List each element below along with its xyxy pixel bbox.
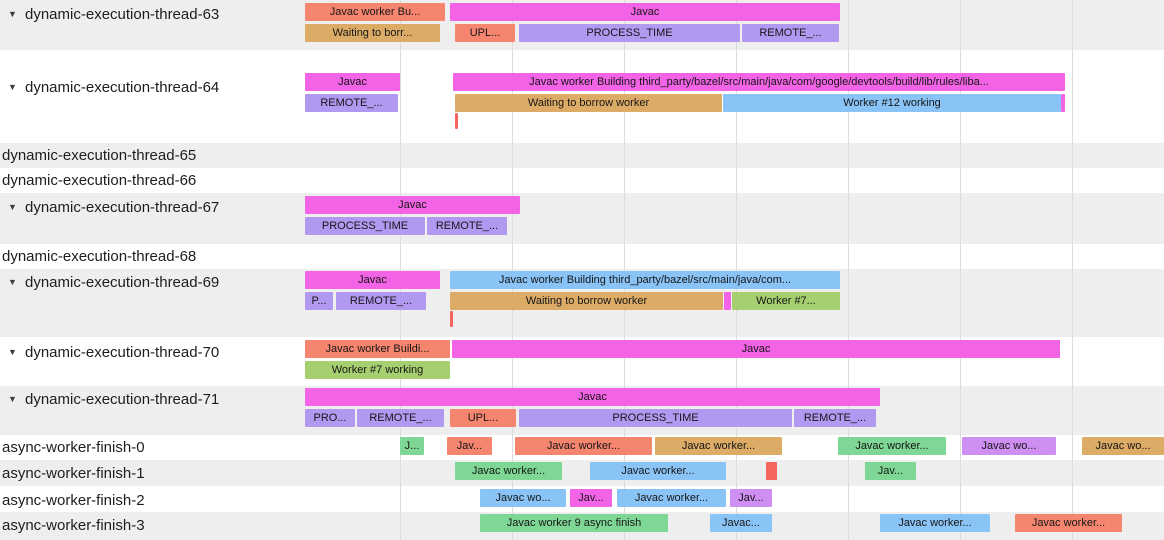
- trace-slice-marker[interactable]: [766, 462, 777, 480]
- track-async-worker-finish-1: async-worker-finish-1 Javac worker... Java…: [0, 460, 1164, 486]
- trace-slice[interactable]: REMOTE_...: [336, 292, 426, 310]
- trace-slice-marker[interactable]: [455, 113, 458, 129]
- trace-slice[interactable]: UPL...: [455, 24, 515, 42]
- track-label[interactable]: dynamic-execution-thread-66: [2, 171, 196, 189]
- trace-slice[interactable]: Javac: [450, 3, 840, 21]
- track-async-worker-finish-2: async-worker-finish-2 Javac wo... Jav... Ja…: [0, 486, 1164, 512]
- track-label[interactable]: async-worker-finish-0: [2, 438, 145, 456]
- trace-slice[interactable]: Javac wo...: [1082, 437, 1164, 455]
- trace-slice[interactable]: Javac: [305, 196, 520, 214]
- track-name: async-worker-finish-2: [2, 491, 145, 509]
- trace-slice[interactable]: REMOTE_...: [305, 94, 398, 112]
- trace-slice-marker[interactable]: [724, 292, 731, 310]
- trace-slice[interactable]: Javac worker...: [617, 489, 726, 507]
- trace-slice[interactable]: REMOTE_...: [742, 24, 839, 42]
- track-dynamic-execution-thread-70: ▼ dynamic-execution-thread-70 Javac worker…: [0, 337, 1164, 386]
- track-label[interactable]: async-worker-finish-2: [2, 491, 145, 509]
- track-name: dynamic-execution-thread-64: [25, 78, 220, 96]
- trace-slice[interactable]: Javac: [305, 73, 400, 91]
- expander-arrow-icon[interactable]: ▼: [8, 202, 17, 212]
- track-label[interactable]: ▼ dynamic-execution-thread-69: [8, 273, 219, 291]
- trace-slice[interactable]: Waiting to borrow worker: [455, 94, 722, 112]
- track-name: dynamic-execution-thread-65: [2, 146, 197, 164]
- expander-arrow-icon[interactable]: ▼: [8, 277, 17, 287]
- trace-slice[interactable]: Jav...: [447, 437, 492, 455]
- track-label[interactable]: ▼ dynamic-execution-thread-67: [8, 198, 219, 216]
- track-async-worker-finish-0: async-worker-finish-0 J... Jav... Javac wor…: [0, 435, 1164, 460]
- trace-slice[interactable]: REMOTE_...: [794, 409, 876, 427]
- trace-slice[interactable]: Jav...: [730, 489, 772, 507]
- track-dynamic-execution-thread-63: ▼ dynamic-execution-thread-63 Javac worker…: [0, 0, 1164, 50]
- track-label[interactable]: dynamic-execution-thread-68: [2, 247, 196, 265]
- expander-arrow-icon[interactable]: ▼: [8, 347, 17, 357]
- trace-slice[interactable]: REMOTE_...: [427, 217, 507, 235]
- trace-slice[interactable]: Javac: [305, 271, 440, 289]
- trace-slice[interactable]: Waiting to borr...: [305, 24, 440, 42]
- expander-arrow-icon[interactable]: ▼: [8, 9, 17, 19]
- track-name: dynamic-execution-thread-70: [25, 343, 220, 361]
- track-label[interactable]: async-worker-finish-3: [2, 516, 145, 534]
- track-label[interactable]: ▼ dynamic-execution-thread-63: [8, 5, 219, 23]
- track-name: async-worker-finish-1: [2, 464, 145, 482]
- track-name: dynamic-execution-thread-63: [25, 5, 220, 23]
- track-label[interactable]: ▼ dynamic-execution-thread-64: [8, 78, 219, 96]
- trace-slice-marker[interactable]: [1061, 94, 1065, 112]
- expander-arrow-icon[interactable]: ▼: [8, 82, 17, 92]
- trace-slice[interactable]: Javac worker...: [590, 462, 726, 480]
- trace-slice[interactable]: Javac worker...: [838, 437, 946, 455]
- trace-slice[interactable]: Jav...: [865, 462, 916, 480]
- trace-slice[interactable]: Javac wo...: [480, 489, 566, 507]
- trace-slice[interactable]: Javac worker...: [880, 514, 990, 532]
- track-name: dynamic-execution-thread-68: [2, 247, 197, 265]
- trace-slice[interactable]: Javac worker 9 async finish: [480, 514, 668, 532]
- trace-slice[interactable]: Jav...: [570, 489, 612, 507]
- track-name: dynamic-execution-thread-69: [25, 273, 220, 291]
- track-dynamic-execution-thread-68: dynamic-execution-thread-68: [0, 244, 1164, 269]
- trace-slice[interactable]: PROCESS_TIME: [305, 217, 425, 235]
- track-dynamic-execution-thread-67: ▼ dynamic-execution-thread-67 Javac PROCESS…: [0, 193, 1164, 244]
- track-async-worker-finish-3: async-worker-finish-3 Javac worker 9 asyn…: [0, 512, 1164, 540]
- track-name: async-worker-finish-0: [2, 438, 145, 456]
- trace-slice[interactable]: Javac...: [710, 514, 772, 532]
- track-dynamic-execution-thread-66: dynamic-execution-thread-66: [0, 168, 1164, 193]
- trace-slice[interactable]: Javac wo...: [962, 437, 1056, 455]
- trace-slice[interactable]: Javac worker Bu...: [305, 3, 445, 21]
- trace-slice[interactable]: PRO...: [305, 409, 355, 427]
- track-dynamic-execution-thread-71: ▼ dynamic-execution-thread-71 Javac PRO... R…: [0, 386, 1164, 435]
- trace-slice[interactable]: REMOTE_...: [357, 409, 444, 427]
- trace-slice[interactable]: UPL...: [450, 409, 516, 427]
- track-name: dynamic-execution-thread-71: [25, 390, 220, 408]
- trace-slice[interactable]: Javac worker...: [655, 437, 782, 455]
- track-dynamic-execution-thread-64: ▼ dynamic-execution-thread-64 Javac Javac w…: [0, 50, 1164, 143]
- trace-slice[interactable]: P...: [305, 292, 333, 310]
- trace-slice[interactable]: Javac worker Buildi...: [305, 340, 450, 358]
- trace-slice[interactable]: Javac worker...: [515, 437, 652, 455]
- trace-slice[interactable]: Worker #12 working: [723, 94, 1061, 112]
- track-label[interactable]: dynamic-execution-thread-65: [2, 146, 196, 164]
- track-dynamic-execution-thread-69: ▼ dynamic-execution-thread-69 Javac Javac w…: [0, 269, 1164, 337]
- trace-slice[interactable]: PROCESS_TIME: [519, 24, 740, 42]
- track-label[interactable]: ▼ dynamic-execution-thread-71: [8, 390, 219, 408]
- trace-slice[interactable]: Javac: [305, 388, 880, 406]
- track-label[interactable]: async-worker-finish-1: [2, 464, 145, 482]
- trace-slice[interactable]: Javac worker Building third_party/bazel/…: [450, 271, 840, 289]
- expander-arrow-icon[interactable]: ▼: [8, 394, 17, 404]
- track-dynamic-execution-thread-65: dynamic-execution-thread-65: [0, 143, 1164, 168]
- trace-slice[interactable]: Worker #7...: [732, 292, 840, 310]
- trace-slice[interactable]: Waiting to borrow worker: [450, 292, 723, 310]
- track-label[interactable]: ▼ dynamic-execution-thread-70: [8, 343, 219, 361]
- trace-slice[interactable]: Javac worker...: [1015, 514, 1122, 532]
- trace-slice[interactable]: Javac: [452, 340, 1060, 358]
- track-name: async-worker-finish-3: [2, 516, 145, 534]
- track-name: dynamic-execution-thread-66: [2, 171, 197, 189]
- trace-slice[interactable]: Javac worker...: [455, 462, 562, 480]
- trace-slice[interactable]: PROCESS_TIME: [519, 409, 792, 427]
- track-name: dynamic-execution-thread-67: [25, 198, 220, 216]
- trace-slice[interactable]: J...: [400, 437, 424, 455]
- trace-slice-marker[interactable]: [450, 311, 453, 327]
- trace-slice[interactable]: Javac worker Building third_party/bazel/…: [453, 73, 1065, 91]
- trace-slice[interactable]: Worker #7 working: [305, 361, 450, 379]
